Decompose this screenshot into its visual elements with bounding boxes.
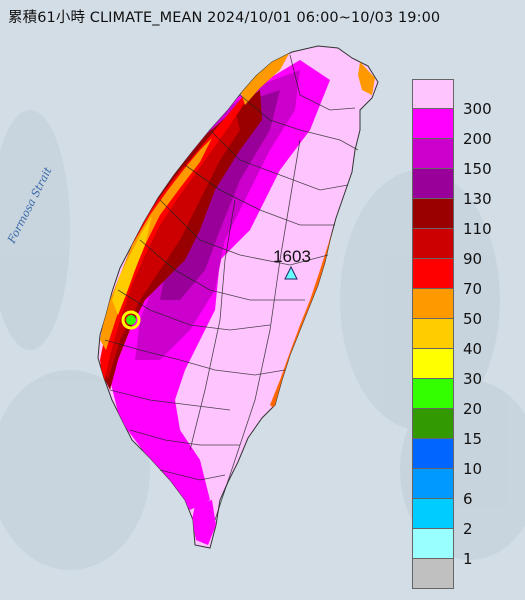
legend-label: 150 — [463, 160, 492, 178]
legend-label: 20 — [463, 400, 483, 418]
legend-swatch — [412, 139, 454, 169]
legend-swatch — [412, 349, 454, 379]
legend-swatch — [412, 529, 454, 559]
legend-swatch — [412, 559, 454, 589]
rainfall-bands — [100, 52, 375, 545]
legend-label: 130 — [463, 190, 492, 208]
legend-label: 6 — [463, 490, 473, 508]
band-north-orange — [240, 52, 290, 105]
legend-swatch — [412, 469, 454, 499]
legend-swatch — [412, 439, 454, 469]
band-40 — [112, 216, 152, 315]
legend-swatch — [412, 169, 454, 199]
legend-swatch — [412, 379, 454, 409]
legend-swatch — [412, 109, 454, 139]
max-station-marker — [284, 265, 298, 280]
county-boundaries — [104, 54, 359, 521]
legend-label: 1 — [463, 550, 473, 568]
legend-swatch — [412, 409, 454, 439]
legend-swatch — [412, 79, 454, 109]
band-50 — [100, 138, 212, 350]
legend-label: 300 — [463, 100, 492, 118]
band-110 — [100, 90, 262, 390]
map-title: 累積61小時 CLIMATE_MEAN 2024/10/01 06:00~10/… — [8, 10, 441, 26]
legend-label: 200 — [463, 130, 492, 148]
legend-label: 2 — [463, 520, 473, 538]
max-station-value: 1603 — [273, 247, 311, 266]
legend-label: 70 — [463, 280, 483, 298]
band-east-coast — [270, 200, 346, 410]
legend-swatch — [412, 319, 454, 349]
band-200 — [110, 60, 330, 510]
legend-swatch — [412, 199, 454, 229]
legend-label: 30 — [463, 370, 483, 388]
legend-label: 40 — [463, 340, 483, 358]
spot-30 — [121, 310, 141, 330]
band-south-tip — [192, 500, 216, 545]
legend-swatch — [412, 289, 454, 319]
band-90 — [102, 110, 240, 380]
band-ne-orange — [358, 62, 375, 95]
legend-label: 10 — [463, 460, 483, 478]
legend-label: 15 — [463, 430, 483, 448]
legend-swatch — [412, 229, 454, 259]
legend-label: 50 — [463, 310, 483, 328]
legend-swatch — [412, 499, 454, 529]
color-legend — [412, 79, 454, 589]
spot-20 — [126, 315, 136, 325]
legend-label: 110 — [463, 220, 492, 238]
legend-swatch — [412, 259, 454, 289]
legend-label: 90 — [463, 250, 483, 268]
